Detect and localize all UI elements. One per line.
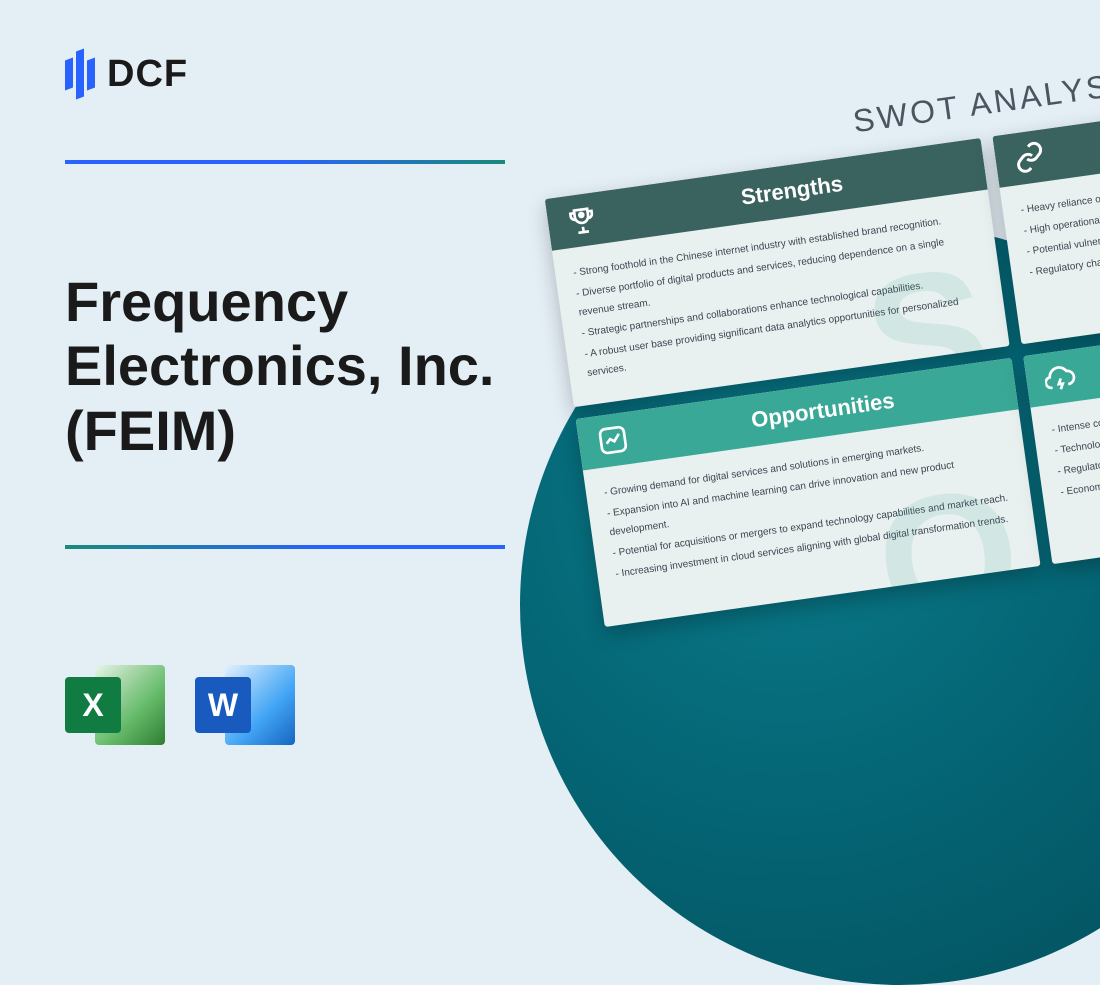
word-icon[interactable]: W bbox=[195, 655, 295, 755]
logo-text: DCF bbox=[107, 53, 188, 96]
file-icons-row: X W bbox=[65, 655, 295, 755]
swot-preview: SWOT ANALYSIS S Strengths - Strong footh… bbox=[537, 57, 1100, 627]
divider-bottom bbox=[65, 545, 505, 549]
logo: DCF bbox=[65, 50, 188, 98]
storm-icon bbox=[1042, 359, 1078, 395]
chart-icon bbox=[595, 422, 631, 458]
swot-grid: S Strengths - Strong foothold in the Chi… bbox=[545, 108, 1100, 627]
divider-top bbox=[65, 160, 505, 164]
swot-weaknesses-card: - Heavy reliance on the domestic - High … bbox=[992, 108, 1100, 344]
excel-icon[interactable]: X bbox=[65, 655, 165, 755]
logo-icon bbox=[65, 50, 95, 98]
trophy-icon bbox=[564, 202, 600, 238]
link-icon bbox=[1012, 139, 1048, 175]
page-title: Frequency Electronics, Inc. (FEIM) bbox=[65, 270, 545, 463]
